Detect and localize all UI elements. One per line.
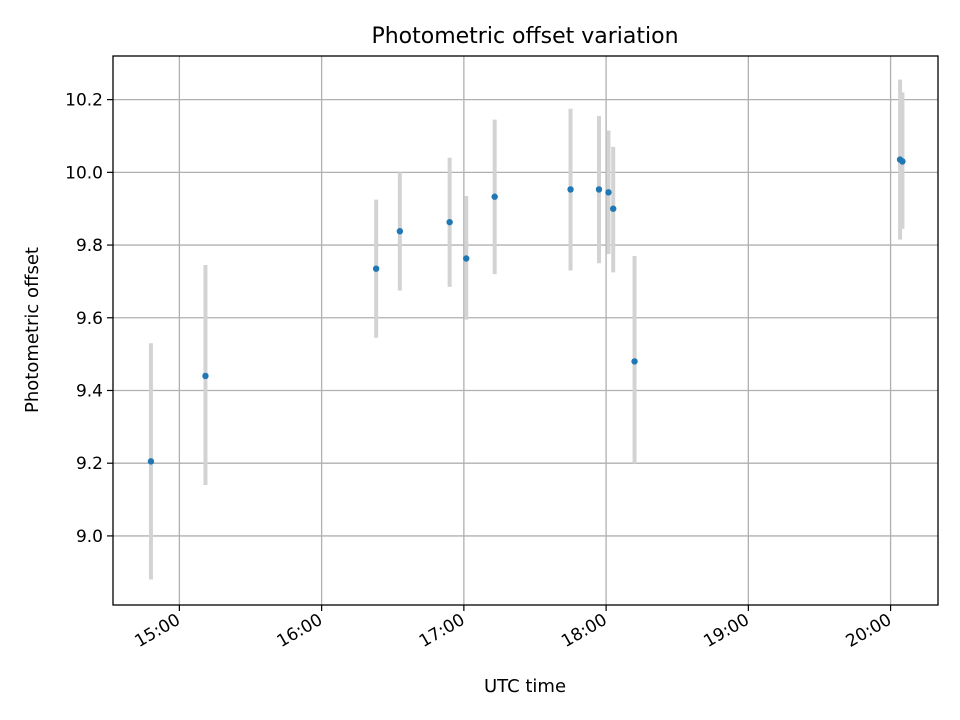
data-point <box>595 186 603 193</box>
x-axis-ticks: 15:00 16:00 17:00 18:00 19:00 20:00 <box>131 605 895 652</box>
data-point <box>147 458 155 465</box>
y-tick-label: 9.8 <box>76 236 103 256</box>
y-tick-label: 10.2 <box>65 91 103 111</box>
data-point <box>899 158 906 165</box>
y-tick-label: 9.0 <box>76 527 103 547</box>
y-tick-label: 10.0 <box>65 163 103 183</box>
y-tick-label: 9.4 <box>76 381 103 401</box>
y-axis-label: Photometric offset <box>22 247 43 413</box>
x-tick-label: 19:00 <box>700 610 752 652</box>
data-point <box>631 358 638 365</box>
point-layer <box>147 156 906 465</box>
data-point <box>396 228 404 235</box>
data-point <box>446 218 453 226</box>
x-tick-label: 16:00 <box>274 610 326 652</box>
y-tick-label: 9.6 <box>76 309 103 329</box>
x-tick-label: 18:00 <box>558 610 610 652</box>
data-point <box>567 186 574 193</box>
data-point <box>605 189 612 196</box>
data-point <box>372 265 380 272</box>
x-tick-label: 20:00 <box>843 610 895 652</box>
x-tick-label: 17:00 <box>416 610 468 652</box>
y-axis-ticks: 9.0 9.2 9.4 9.6 9.8 10.0 10.2 <box>65 91 113 547</box>
errorbar-layer <box>148 79 905 580</box>
data-point <box>463 255 470 262</box>
x-axis-label: UTC time <box>484 676 566 697</box>
grid-layer <box>113 56 938 605</box>
y-tick-label: 9.2 <box>76 454 103 474</box>
data-point <box>610 205 617 212</box>
data-point <box>202 372 209 380</box>
data-point <box>491 193 498 200</box>
x-tick-label: 15:00 <box>131 610 183 652</box>
chart-title: Photometric offset variation <box>371 24 678 49</box>
plot-area-frame <box>112 55 939 606</box>
